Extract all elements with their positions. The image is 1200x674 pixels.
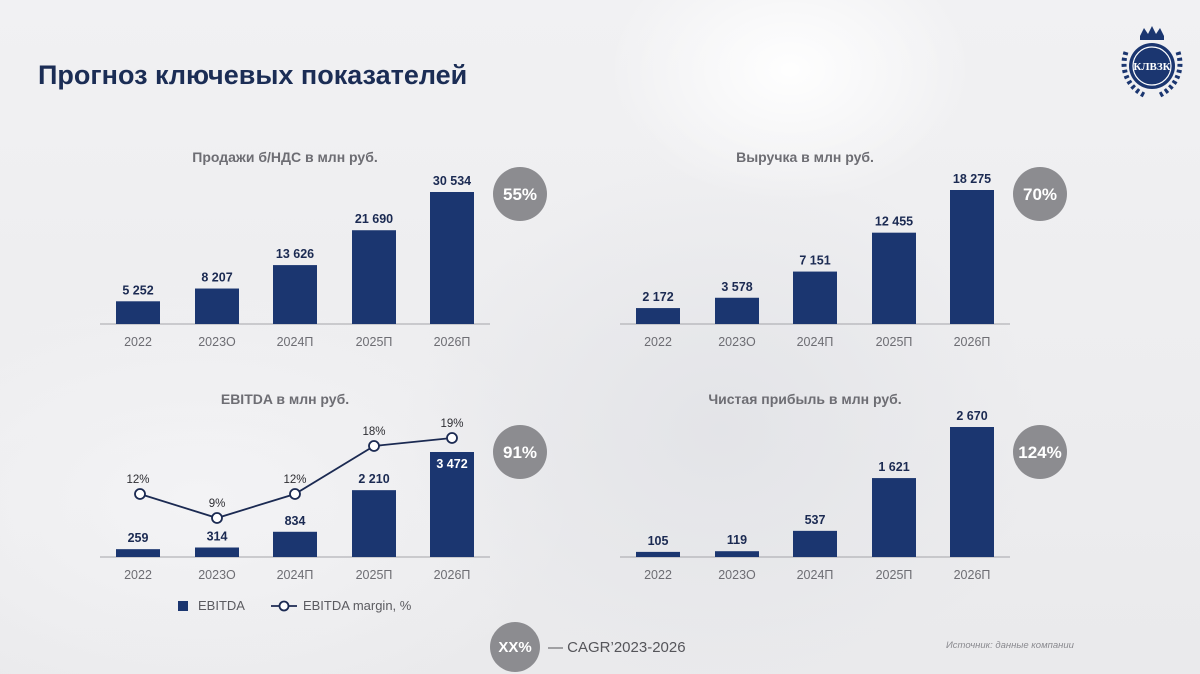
- source-note: Источник: данные компании: [946, 640, 1074, 651]
- bar-2025П: [872, 478, 916, 557]
- margin-point: [134, 488, 146, 500]
- bar-value-label: 18 275: [953, 172, 991, 186]
- bar-value-label: 834: [285, 514, 306, 528]
- legend-bar-label: EBITDA: [198, 598, 245, 613]
- chart-title: EBITDA в млн руб.: [221, 391, 349, 407]
- bar-value-label: 21 690: [355, 212, 393, 226]
- cagr-badge: [1013, 425, 1067, 479]
- x-tick-label: 2022: [124, 335, 152, 349]
- bar-value-label: 537: [805, 513, 826, 527]
- x-tick-label: 2024П: [797, 568, 834, 582]
- x-tick-label: 2023О: [718, 568, 756, 582]
- chart-title: Выручка в млн руб.: [736, 149, 874, 165]
- bar-2026П: [430, 192, 474, 324]
- legend-line-swatch: [270, 600, 297, 611]
- x-tick-label: 2022: [644, 335, 672, 349]
- cagr-badge: [1013, 167, 1067, 221]
- bar-value-label: 12 455: [875, 215, 913, 229]
- bar-value-label: 1 621: [878, 460, 909, 474]
- bar-2022: [636, 551, 680, 557]
- bar-value-label: 2 210: [358, 472, 389, 486]
- company-logo: КЛВЗК: [1121, 26, 1183, 99]
- bar-value-label: 13 626: [276, 247, 314, 261]
- cagr-value: 124%: [1018, 443, 1061, 462]
- x-tick-label: 2023О: [198, 568, 236, 582]
- chart-title: Чистая прибыль в млн руб.: [708, 391, 901, 407]
- bar-2022: [116, 549, 160, 557]
- bar-2022: [116, 301, 160, 324]
- bar-value-label: 2 670: [956, 409, 987, 423]
- x-tick-label: 2026П: [954, 568, 991, 582]
- x-tick-label: 2023О: [198, 335, 236, 349]
- x-tick-label: 2026П: [954, 335, 991, 349]
- x-tick-label: 2025П: [876, 335, 913, 349]
- bar-2023О: [715, 551, 759, 557]
- margin-point: [211, 512, 223, 524]
- chart-revenue: Выручка в млн руб. 2 172 2022 3 578 2023О 7 1…: [620, 149, 1067, 349]
- bar-2023О: [715, 297, 759, 324]
- margin-label: 18%: [362, 426, 385, 438]
- margin-point: [368, 440, 380, 452]
- margin-label: 12%: [126, 474, 149, 486]
- margin-label: 9%: [209, 498, 226, 510]
- cagr-value: 70%: [1023, 185, 1057, 204]
- legend-line-label: EBITDA margin, %: [302, 598, 412, 613]
- bar-value-label: 8 207: [201, 271, 232, 285]
- chart-title: Продажи б/НДС в млн руб.: [192, 149, 377, 165]
- x-tick-label: 2024П: [277, 335, 314, 349]
- bar-2026П: [430, 452, 474, 557]
- x-tick-label: 2025П: [356, 568, 393, 582]
- slide-title: Прогноз ключевых показателей: [38, 60, 468, 90]
- bar-value-label: 105: [648, 534, 669, 548]
- legend-bar-swatch: [178, 600, 188, 611]
- margin-label: 19%: [440, 418, 463, 430]
- x-tick-label: 2023О: [718, 335, 756, 349]
- ebitda-legend: EBITDA EBITDA margin, %: [178, 598, 411, 613]
- x-tick-label: 2022: [644, 568, 672, 582]
- cagr-value: 55%: [503, 185, 537, 204]
- cagr-value: 91%: [503, 443, 537, 462]
- cagr-caption: — CAGR’2023-2026: [548, 638, 686, 656]
- x-tick-label: 2024П: [797, 335, 834, 349]
- logo-lettering: КЛВЗК: [1133, 61, 1170, 73]
- bar-value-label: 3 472: [436, 457, 467, 471]
- cagr-badge-sample: XX%: [490, 622, 540, 672]
- chart-net-profit: Чистая прибыль в млн руб. 105 2022 119 2023О…: [620, 391, 1067, 582]
- x-tick-label: 2025П: [356, 335, 393, 349]
- x-tick-label: 2026П: [434, 335, 471, 349]
- bar-2025П: [352, 490, 396, 557]
- bar-value-label: 2 172: [642, 290, 673, 304]
- chart-ebitda: EBITDA в млн руб. 259 2022 314 2023О 834 2024П…: [100, 391, 547, 582]
- cagr-badge: [493, 425, 547, 479]
- bar-2026П: [950, 190, 994, 324]
- bar-value-label: 5 252: [122, 283, 153, 297]
- bar-value-label: 259: [128, 531, 149, 545]
- margin-point: [289, 488, 301, 500]
- x-tick-label: 2025П: [876, 568, 913, 582]
- x-tick-label: 2026П: [434, 568, 471, 582]
- margin-point: [446, 432, 458, 444]
- x-tick-label: 2024П: [277, 568, 314, 582]
- bar-2026П: [950, 427, 994, 557]
- bar-2023О: [195, 547, 239, 557]
- bar-2025П: [352, 230, 396, 324]
- x-tick-label: 2022: [124, 568, 152, 582]
- margin-label: 12%: [283, 474, 306, 486]
- bar-2022: [636, 308, 680, 324]
- bar-2023О: [195, 288, 239, 324]
- bar-value-label: 314: [207, 530, 228, 544]
- bar-value-label: 119: [727, 533, 747, 547]
- bar-2025П: [872, 232, 916, 324]
- chart-sales: Продажи б/НДС в млн руб. 5 252 2022 8 207 20…: [100, 149, 547, 349]
- bar-value-label: 30 534: [433, 174, 471, 188]
- bar-2024П: [793, 271, 837, 324]
- bar-value-label: 3 578: [721, 280, 752, 294]
- cagr-footnote: XX% — CAGR’2023-2026: [490, 622, 686, 672]
- cagr-badge: [493, 167, 547, 221]
- bar-value-label: 7 151: [799, 254, 830, 268]
- bar-2024П: [793, 530, 837, 557]
- bar-2024П: [273, 265, 317, 324]
- bar-2024П: [273, 531, 317, 557]
